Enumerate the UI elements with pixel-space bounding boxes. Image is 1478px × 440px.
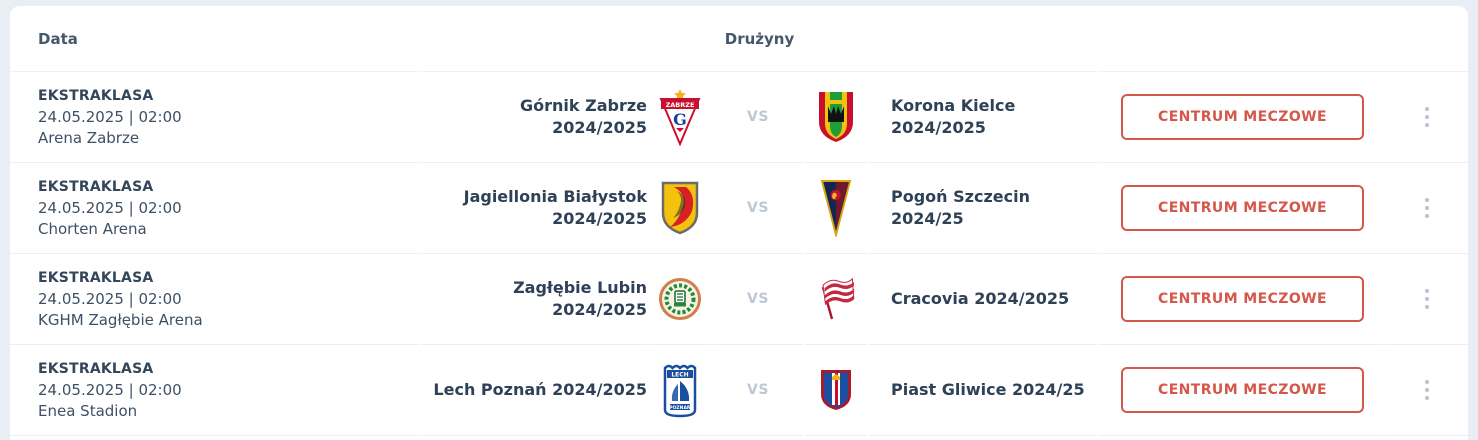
home-team-logo-cell: ZABRZE G	[649, 72, 711, 163]
action-cell: CENTRUM MECZOWE	[1099, 163, 1383, 254]
match-center-button[interactable]: CENTRUM MECZOWE	[1121, 94, 1364, 140]
vs-cell: vs	[713, 254, 803, 345]
menu-cell	[1385, 163, 1468, 254]
lech-poznan-logo-icon: LECH POZNAŃ	[662, 362, 698, 418]
home-team-name-cell: Lech Poznań 2024/2025	[422, 345, 647, 436]
away-team-logo-cell	[805, 72, 867, 163]
away-team-logo-cell	[805, 254, 867, 345]
away-team-name-cell: Korona Kielce 2024/2025	[869, 72, 1097, 163]
match-datetime: 24.05.2025 | 02:00	[38, 107, 182, 126]
svg-text:G: G	[673, 110, 687, 129]
menu-cell	[1385, 345, 1468, 436]
match-venue: KGHM Zagłębie Arena	[38, 310, 203, 329]
match-row: EKSTRAKLASA 24.05.2025 | 02:00 Enea Stad…	[10, 345, 1468, 436]
match-datetime: 24.05.2025 | 02:00	[38, 289, 182, 308]
korona-kielce-logo-icon	[817, 90, 855, 144]
away-team-name-cell: Pogoń Szczecin 2024/25	[869, 163, 1097, 254]
home-team-name-cell: Zagłębie Lubin 2024/2025	[422, 254, 647, 345]
league-label: EKSTRAKLASA	[38, 178, 154, 195]
matches-card: Data Drużyny EKSTRAKLASA 24.05.2025 | 02…	[10, 6, 1468, 440]
home-team-logo-cell	[649, 163, 711, 254]
more-options-icon[interactable]	[1419, 283, 1435, 315]
home-team-name-cell: Jagiellonia Białystok 2024/2025	[422, 163, 647, 254]
jagiellonia-bialystok-logo-icon	[660, 181, 700, 235]
match-center-button[interactable]: CENTRUM MECZOWE	[1121, 367, 1364, 413]
piast-gliwice-logo-icon	[818, 367, 854, 413]
action-cell: CENTRUM MECZOWE	[1099, 254, 1383, 345]
more-options-icon[interactable]	[1419, 101, 1435, 133]
vs-cell: vs	[713, 163, 803, 254]
match-row: EKSTRAKLASA 24.05.2025 | 02:00 Arena Zab…	[10, 72, 1468, 163]
away-team-name-cell: Cracovia 2024/2025	[869, 254, 1097, 345]
match-datetime: 24.05.2025 | 02:00	[38, 198, 182, 217]
vs-cell: vs	[713, 72, 803, 163]
table-header: Data Drużyny	[10, 6, 1468, 72]
menu-cell	[1385, 254, 1468, 345]
away-team-logo-cell	[805, 345, 867, 436]
column-header-teams: Drużyny	[422, 6, 1097, 72]
match-info-cell: EKSTRAKLASA 24.05.2025 | 02:00 Arena Zab…	[10, 72, 420, 163]
match-row: EKSTRAKLASA 24.05.2025 | 02:00 KGHM Zagł…	[10, 254, 1468, 345]
away-team-name-cell: Piast Gliwice 2024/25	[869, 345, 1097, 436]
cracovia-logo-icon	[814, 277, 858, 321]
home-team-name: Górnik Zabrze 2024/2025	[519, 96, 647, 137]
match-info-cell: EKSTRAKLASA 24.05.2025 | 02:00 Enea Stad…	[10, 345, 420, 436]
league-label: EKSTRAKLASA	[38, 360, 154, 377]
more-options-icon[interactable]	[1419, 192, 1435, 224]
vs-label: vs	[747, 109, 769, 125]
column-header-data: Data	[10, 6, 420, 72]
home-team-name-cell: Górnik Zabrze 2024/2025	[422, 72, 647, 163]
match-venue: Enea Stadion	[38, 401, 138, 420]
home-team-name: Lech Poznań 2024/2025	[433, 380, 647, 399]
vs-label: vs	[747, 382, 769, 398]
match-venue: Arena Zabrze	[38, 128, 140, 147]
league-label: EKSTRAKLASA	[38, 269, 154, 286]
match-datetime: 24.05.2025 | 02:00	[38, 380, 182, 399]
action-cell: CENTRUM MECZOWE	[1099, 72, 1383, 163]
svg-text:LECH: LECH	[671, 372, 688, 379]
away-team-logo-cell	[805, 163, 867, 254]
match-center-button[interactable]: CENTRUM MECZOWE	[1121, 276, 1364, 322]
home-team-logo-cell	[649, 254, 711, 345]
pogon-szczecin-logo-icon	[820, 179, 852, 237]
match-row: EKSTRAKLASA 24.05.2025 | 02:00 Chorten A…	[10, 163, 1468, 254]
home-team-name: Zagłębie Lubin 2024/2025	[513, 278, 647, 319]
away-team-name: Korona Kielce 2024/2025	[891, 96, 1016, 137]
match-center-button[interactable]: CENTRUM MECZOWE	[1121, 185, 1364, 231]
svg-text:POZNAŃ: POZNAŃ	[669, 403, 691, 411]
gornik-zabrze-logo-icon: ZABRZE G	[658, 88, 702, 146]
vs-label: vs	[747, 200, 769, 216]
column-header-spacer	[1099, 6, 1468, 72]
league-label: EKSTRAKLASA	[38, 87, 154, 104]
svg-text:ZABRZE: ZABRZE	[666, 101, 695, 109]
vs-cell: vs	[713, 345, 803, 436]
home-team-name: Jagiellonia Białystok 2024/2025	[463, 187, 647, 228]
match-venue: Chorten Arena	[38, 219, 147, 238]
vs-label: vs	[747, 291, 769, 307]
more-options-icon[interactable]	[1419, 374, 1435, 406]
home-team-logo-cell: LECH POZNAŃ	[649, 345, 711, 436]
match-info-cell: EKSTRAKLASA 24.05.2025 | 02:00 KGHM Zagł…	[10, 254, 420, 345]
away-team-name: Pogoń Szczecin 2024/25	[891, 187, 1030, 228]
match-info-cell: EKSTRAKLASA 24.05.2025 | 02:00 Chorten A…	[10, 163, 420, 254]
match-rows: EKSTRAKLASA 24.05.2025 | 02:00 Arena Zab…	[10, 72, 1468, 436]
menu-cell	[1385, 72, 1468, 163]
away-team-name: Piast Gliwice 2024/25	[891, 380, 1085, 399]
away-team-name: Cracovia 2024/2025	[891, 289, 1070, 308]
action-cell: CENTRUM MECZOWE	[1099, 345, 1383, 436]
zaglebie-lubin-logo-icon	[659, 278, 701, 320]
